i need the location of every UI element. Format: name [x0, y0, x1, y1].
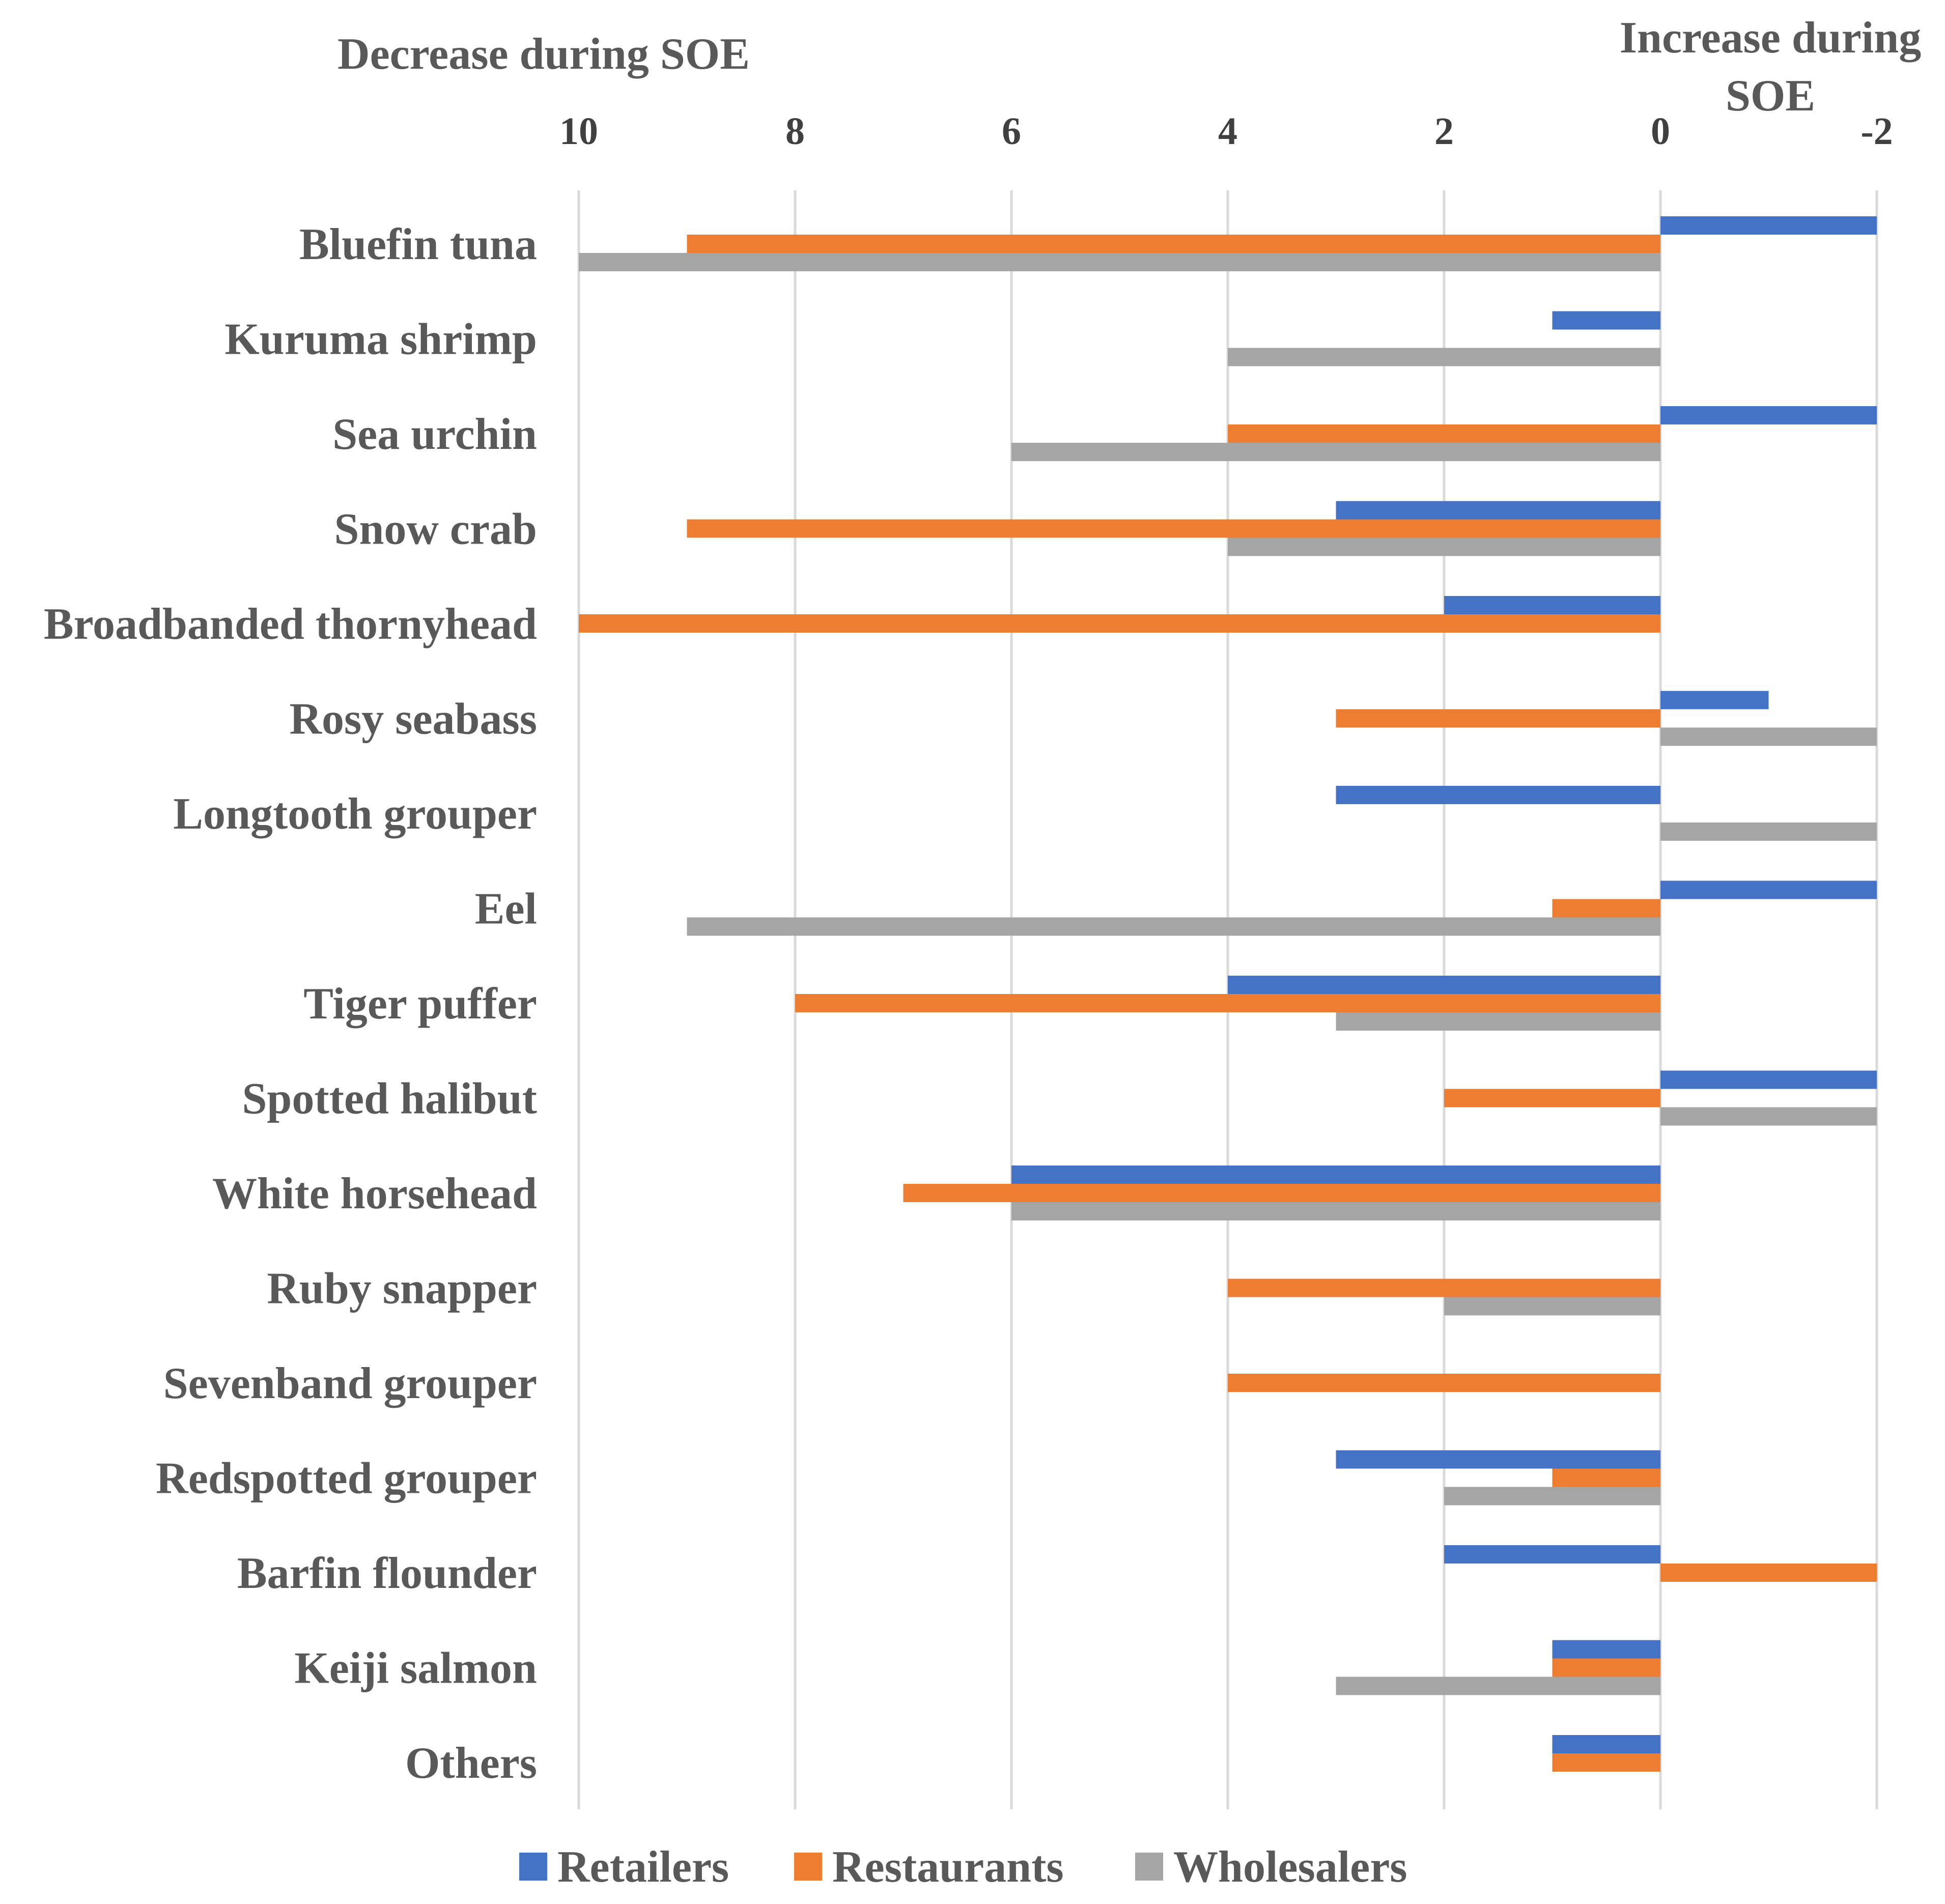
bar-restaurants-11 — [1228, 1278, 1660, 1297]
bar-retailers-8 — [1228, 976, 1660, 994]
bar-wholesalers-9 — [1660, 1107, 1877, 1126]
category-label: Kuruma shrimp — [224, 315, 537, 364]
x-tick-label: 0 — [1651, 110, 1670, 153]
bar-retailers-7 — [1660, 880, 1877, 899]
bar-restaurants-0 — [687, 235, 1660, 253]
bar-retailers-0 — [1660, 216, 1877, 235]
bar-retailers-13 — [1336, 1450, 1660, 1469]
legend-swatch-restaurants — [794, 1853, 822, 1881]
x-tick-label: 2 — [1434, 110, 1454, 153]
bar-restaurants-12 — [1228, 1374, 1660, 1392]
bar-wholesalers-2 — [1011, 443, 1660, 461]
bar-restaurants-9 — [1444, 1089, 1660, 1107]
x-tick-label: 8 — [785, 110, 805, 153]
category-label: Broadbanded thornyhead — [44, 600, 537, 649]
legend: Retailers Restaurants Wholesalers — [519, 1842, 1407, 1892]
bar-wholesalers-6 — [1660, 822, 1877, 841]
increase-header-line1: Increase during — [1620, 13, 1921, 63]
increase-header-line2: SOE — [1726, 71, 1815, 121]
category-label: Ruby snapper — [267, 1264, 537, 1314]
bar-wholesalers-8 — [1336, 1012, 1660, 1031]
bar-wholesalers-5 — [1660, 727, 1877, 746]
x-tick-label: -2 — [1861, 110, 1893, 153]
category-label: Rosy seabass — [289, 695, 537, 744]
category-label: Keiji salmon — [294, 1644, 537, 1693]
legend-label-wholesalers: Wholesalers — [1173, 1842, 1407, 1892]
category-label: Others — [405, 1739, 537, 1788]
bar-retailers-3 — [1336, 501, 1660, 520]
bar-retailers-16 — [1552, 1735, 1660, 1753]
bar-wholesalers-0 — [579, 253, 1660, 271]
bar-retailers-14 — [1444, 1545, 1660, 1564]
category-label: Sea urchin — [332, 410, 537, 459]
x-axis-ticks: 10 8 6 4 2 0 -2 — [559, 110, 1893, 153]
bar-wholesalers-13 — [1444, 1487, 1660, 1505]
legend-swatch-wholesalers — [1135, 1853, 1163, 1881]
category-labels: Bluefin tuna Kuruma shrimp Sea urchin Snow … — [44, 220, 537, 1788]
bar-wholesalers-15 — [1336, 1676, 1660, 1695]
bar-wholesalers-10 — [1011, 1202, 1660, 1220]
bar-restaurants-5 — [1336, 709, 1660, 728]
bars — [579, 216, 1877, 1772]
bar-wholesalers-11 — [1444, 1297, 1660, 1316]
category-label: Redspotted grouper — [156, 1454, 537, 1503]
x-tick-label: 6 — [1002, 110, 1021, 153]
bar-retailers-15 — [1552, 1640, 1660, 1659]
category-label: Sevenband grouper — [163, 1359, 537, 1408]
bar-wholesalers-1 — [1228, 348, 1660, 366]
bar-restaurants-7 — [1552, 899, 1660, 918]
bar-retailers-9 — [1660, 1070, 1877, 1089]
decrease-header: Decrease during SOE — [337, 30, 750, 79]
bar-retailers-10 — [1011, 1166, 1660, 1184]
category-label: Barfin flounder — [237, 1549, 537, 1598]
category-label: White horsehead — [212, 1169, 537, 1218]
bar-wholesalers-3 — [1228, 537, 1660, 556]
bar-wholesalers-7 — [687, 917, 1660, 936]
legend-swatch-retailers — [519, 1853, 547, 1881]
bar-restaurants-10 — [903, 1184, 1660, 1202]
category-label: Bluefin tuna — [299, 220, 537, 269]
category-label: Tiger puffer — [303, 979, 537, 1029]
category-label: Longtooth grouper — [173, 789, 537, 839]
category-label: Eel — [475, 885, 537, 934]
legend-label-retailers: Retailers — [557, 1842, 729, 1892]
bar-restaurants-14 — [1660, 1564, 1877, 1582]
bar-restaurants-4 — [579, 614, 1660, 633]
bar-restaurants-3 — [687, 519, 1660, 538]
bar-restaurants-8 — [795, 994, 1660, 1012]
bar-retailers-6 — [1336, 786, 1660, 804]
bar-retailers-1 — [1552, 311, 1660, 330]
bar-retailers-5 — [1660, 691, 1769, 709]
bar-retailers-4 — [1444, 596, 1660, 614]
x-tick-label: 10 — [559, 110, 598, 153]
category-label: Spotted halibut — [242, 1074, 537, 1124]
bar-restaurants-15 — [1552, 1658, 1660, 1677]
bar-retailers-2 — [1660, 406, 1877, 424]
bar-restaurants-2 — [1228, 424, 1660, 443]
category-label: Snow crab — [334, 505, 538, 554]
x-tick-label: 4 — [1218, 110, 1237, 153]
legend-label-restaurants: Restaurants — [832, 1842, 1064, 1892]
bar-restaurants-13 — [1552, 1468, 1660, 1487]
bar-restaurants-16 — [1552, 1753, 1660, 1772]
